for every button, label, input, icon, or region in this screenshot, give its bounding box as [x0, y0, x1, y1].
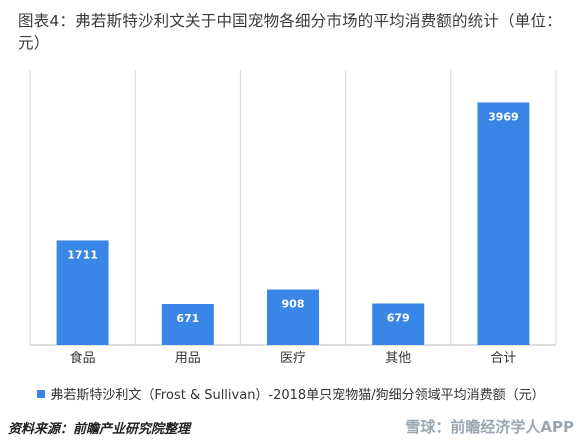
data-label-1: 671	[176, 312, 199, 325]
legend-label: 弗若斯特沙利文（Frost & Sullivan）-2018单只宠物猫/狗细分领…	[50, 388, 545, 403]
chart-title: 图表4：弗若斯特沙利文关于中国宠物各细分市场的平均消费额的统计（单位：元）	[18, 12, 562, 52]
label-layer: 1711 671 908 679 3969	[67, 110, 518, 325]
data-label-4: 3969	[488, 110, 519, 123]
data-label-3: 679	[387, 312, 410, 325]
watermark-text: 雪球：前瞻经济学人APP	[405, 418, 574, 436]
data-label-2: 908	[282, 298, 305, 311]
legend-swatch	[37, 390, 46, 398]
legend: 弗若斯特沙利文（Frost & Sullivan）-2018单只宠物猫/狗细分领…	[0, 384, 582, 403]
bar-4	[477, 102, 530, 345]
x-tick-label-3: 其他	[385, 351, 411, 366]
bar-layer	[56, 102, 530, 345]
x-tick-label-0: 食品	[70, 350, 96, 366]
bar-1	[161, 303, 214, 345]
bar-2	[267, 289, 319, 345]
source-note: 资料来源：前瞻产业研究院整理	[8, 422, 191, 437]
x-tick-label-4: 合计	[490, 351, 516, 366]
tick-layer: 食品 用品 医疗 其他 合计	[70, 350, 517, 366]
x-tick-label-1: 用品	[175, 351, 201, 366]
data-label-0: 1711	[67, 248, 98, 261]
bar-3	[372, 303, 425, 345]
bar-0	[56, 240, 109, 345]
x-tick-label-2: 医疗	[280, 351, 306, 366]
